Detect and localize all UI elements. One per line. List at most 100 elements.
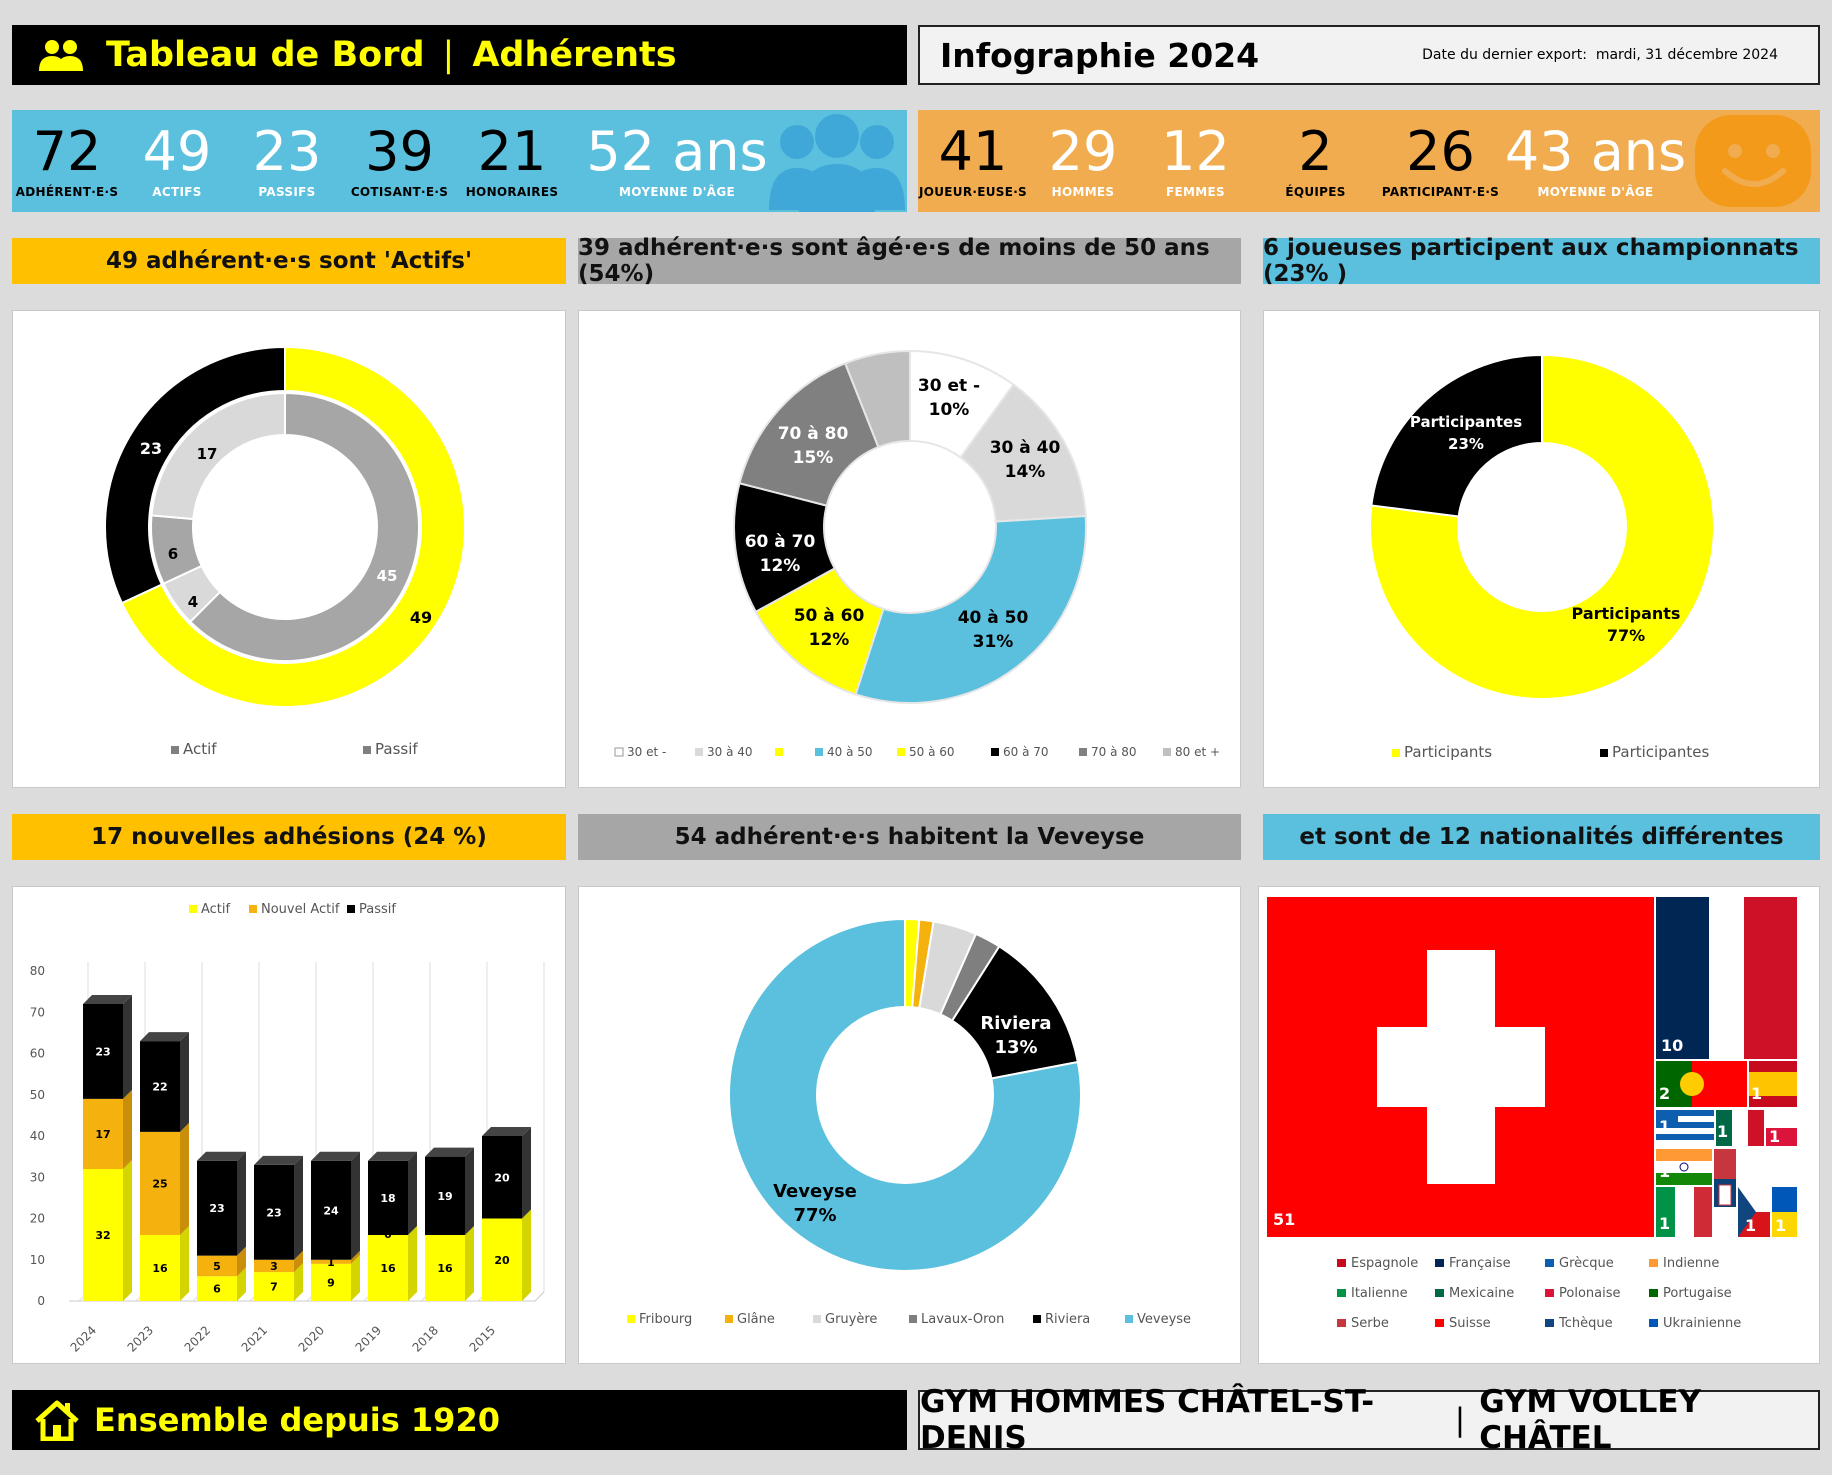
treemap-legend-swatch — [1435, 1319, 1444, 1327]
bar-value-label: 23 — [95, 1045, 110, 1058]
treemap-legend-label: Polonaise — [1559, 1286, 1620, 1301]
inner-slice-3 — [150, 391, 286, 521]
bar-top — [482, 1127, 531, 1136]
region-legend-swatch — [627, 1315, 635, 1323]
bar-side — [351, 1254, 360, 1301]
region-legend-label: Riviera — [1045, 1312, 1090, 1327]
kpi-hommes: 29 HOMMES — [1028, 110, 1138, 212]
bar-legend-swatch — [249, 905, 257, 913]
bar-side — [123, 1160, 132, 1301]
kpi-value: 72 — [32, 120, 102, 183]
treemap-legend-swatch — [1545, 1319, 1554, 1327]
bar-passif — [254, 1164, 294, 1260]
age-slice-label: 30 et - — [918, 376, 980, 396]
kpi-label: JOUEUR·EUSE·S — [918, 185, 1028, 199]
kpi-label: COTISANT·E·S — [350, 185, 449, 199]
age-slice-6 — [843, 349, 911, 449]
bar-actif — [482, 1218, 522, 1301]
bar-value-label: 9 — [327, 1276, 335, 1289]
treemap-legend-label: Suisse — [1449, 1316, 1491, 1331]
flag-serbia — [1714, 1149, 1736, 1179]
kpi-label: HONORAIRES — [465, 185, 559, 199]
flag-greece — [1656, 1110, 1714, 1116]
x-tick-label: 2021 — [239, 1323, 270, 1354]
treemap-legend-label: Ukrainienne — [1663, 1316, 1741, 1331]
footer-right-bar: GYM HOMMES CHÂTEL-ST-DENIS | GYM VOLLEY … — [918, 1384, 1820, 1456]
inner-data-label: 4 — [188, 593, 198, 611]
participants-donut-chart: Participants 77% Participantes 23% Participa… — [1369, 353, 1715, 761]
age-legend-label: 80 et + — [1175, 745, 1220, 759]
smiley-icon — [1695, 115, 1811, 207]
x-tick-label: 2015 — [467, 1323, 498, 1354]
bar-side — [351, 1151, 360, 1260]
bar-nouvel-actif — [140, 1131, 180, 1235]
part-legend-swatch — [1600, 749, 1608, 757]
y-tick-label: 50 — [30, 1088, 45, 1102]
treemap-value: 1 — [1769, 1127, 1780, 1146]
region-legend-swatch — [813, 1315, 821, 1323]
export-label: Date du dernier export: — [1422, 47, 1587, 63]
kpi-honoraires: 21 HONORAIRES — [457, 110, 567, 212]
bar-side — [522, 1127, 531, 1219]
bar-passif — [197, 1160, 237, 1256]
kpi-value: 23 — [252, 120, 322, 183]
age-slice-1 — [959, 383, 1087, 523]
flag-italy — [1675, 1187, 1694, 1237]
inner-data-label: 45 — [377, 567, 398, 585]
bar-side — [180, 1032, 189, 1132]
kpi-value: 39 — [365, 120, 434, 183]
panel-nationality-treemap: 51 10 2 1 1 1 1 1 1 1 1 Espagnole Française Grècque In… — [1258, 886, 1820, 1364]
part-slice-0 — [1369, 353, 1715, 700]
bar-value-label: 32 — [95, 1229, 110, 1242]
treemap-legend-label: Portugaise — [1663, 1286, 1732, 1301]
kpi-age-players: 43 ans MOYENNE D'ÂGE — [1503, 110, 1688, 212]
flag-poland — [1766, 1110, 1797, 1128]
actifs-donut-chart: 49 23 45 4 6 17 Actif Passif — [104, 345, 466, 758]
bar-actif — [311, 1263, 351, 1301]
age-legend-swatch — [1079, 748, 1087, 756]
kpi-joueurs: 41 JOUEUR·EUSE·S — [918, 110, 1028, 212]
flag-india — [1656, 1173, 1712, 1185]
treemap-legend-label: Serbe — [1351, 1316, 1389, 1331]
bar-nouvel-actif — [197, 1255, 237, 1277]
x-tick-label: 2024 — [68, 1323, 99, 1354]
age-slice-pct: 15% — [793, 448, 834, 468]
age-legend-swatch — [815, 748, 823, 756]
bar-top — [311, 1151, 360, 1161]
bar-legend-label: Nouvel Actif — [261, 902, 340, 917]
bar-top — [368, 1151, 417, 1161]
bar-value-label: 16 — [152, 1262, 168, 1275]
inner-slice-0 — [188, 391, 420, 662]
kpi-members: 72 ADHÉRENT·E·S — [12, 110, 122, 212]
header-subtitle: Adhérents — [472, 35, 677, 75]
part-label: Participantes — [1410, 413, 1522, 431]
region-label: Veveyse — [773, 1181, 857, 1202]
age-legend-swatch — [775, 748, 783, 756]
x-tick-label: 2020 — [296, 1323, 327, 1354]
bar-value-label: 7 — [270, 1281, 278, 1294]
bar-side — [465, 1147, 474, 1235]
bar-top — [197, 1151, 246, 1161]
flag-italy — [1656, 1187, 1675, 1237]
bar-side — [294, 1250, 303, 1273]
bar-actif — [197, 1276, 237, 1301]
x-tick-label: 2018 — [410, 1323, 441, 1354]
x-tick-label: 2022 — [182, 1323, 213, 1354]
part-legend-swatch — [1392, 749, 1400, 757]
kpi-equipes: 2 ÉQUIPES — [1253, 110, 1378, 212]
bar-top — [425, 1147, 474, 1157]
bar-value-label: 20 — [494, 1171, 510, 1184]
bar-value-label: 3 — [270, 1260, 278, 1273]
flag-serbia — [1714, 1207, 1736, 1237]
legend-label: Actif — [183, 740, 217, 758]
bar-side — [123, 995, 132, 1099]
age-legend-label: 30 à 40 — [707, 745, 753, 759]
age-legend-swatch — [614, 747, 624, 757]
region-legend-swatch — [1125, 1315, 1133, 1323]
treemap-legend-swatch — [1545, 1259, 1554, 1267]
flag-greece — [1656, 1134, 1714, 1140]
header-separator: | — [442, 35, 455, 75]
region-pct: 13% — [994, 1037, 1037, 1058]
bar-side — [123, 1089, 132, 1169]
